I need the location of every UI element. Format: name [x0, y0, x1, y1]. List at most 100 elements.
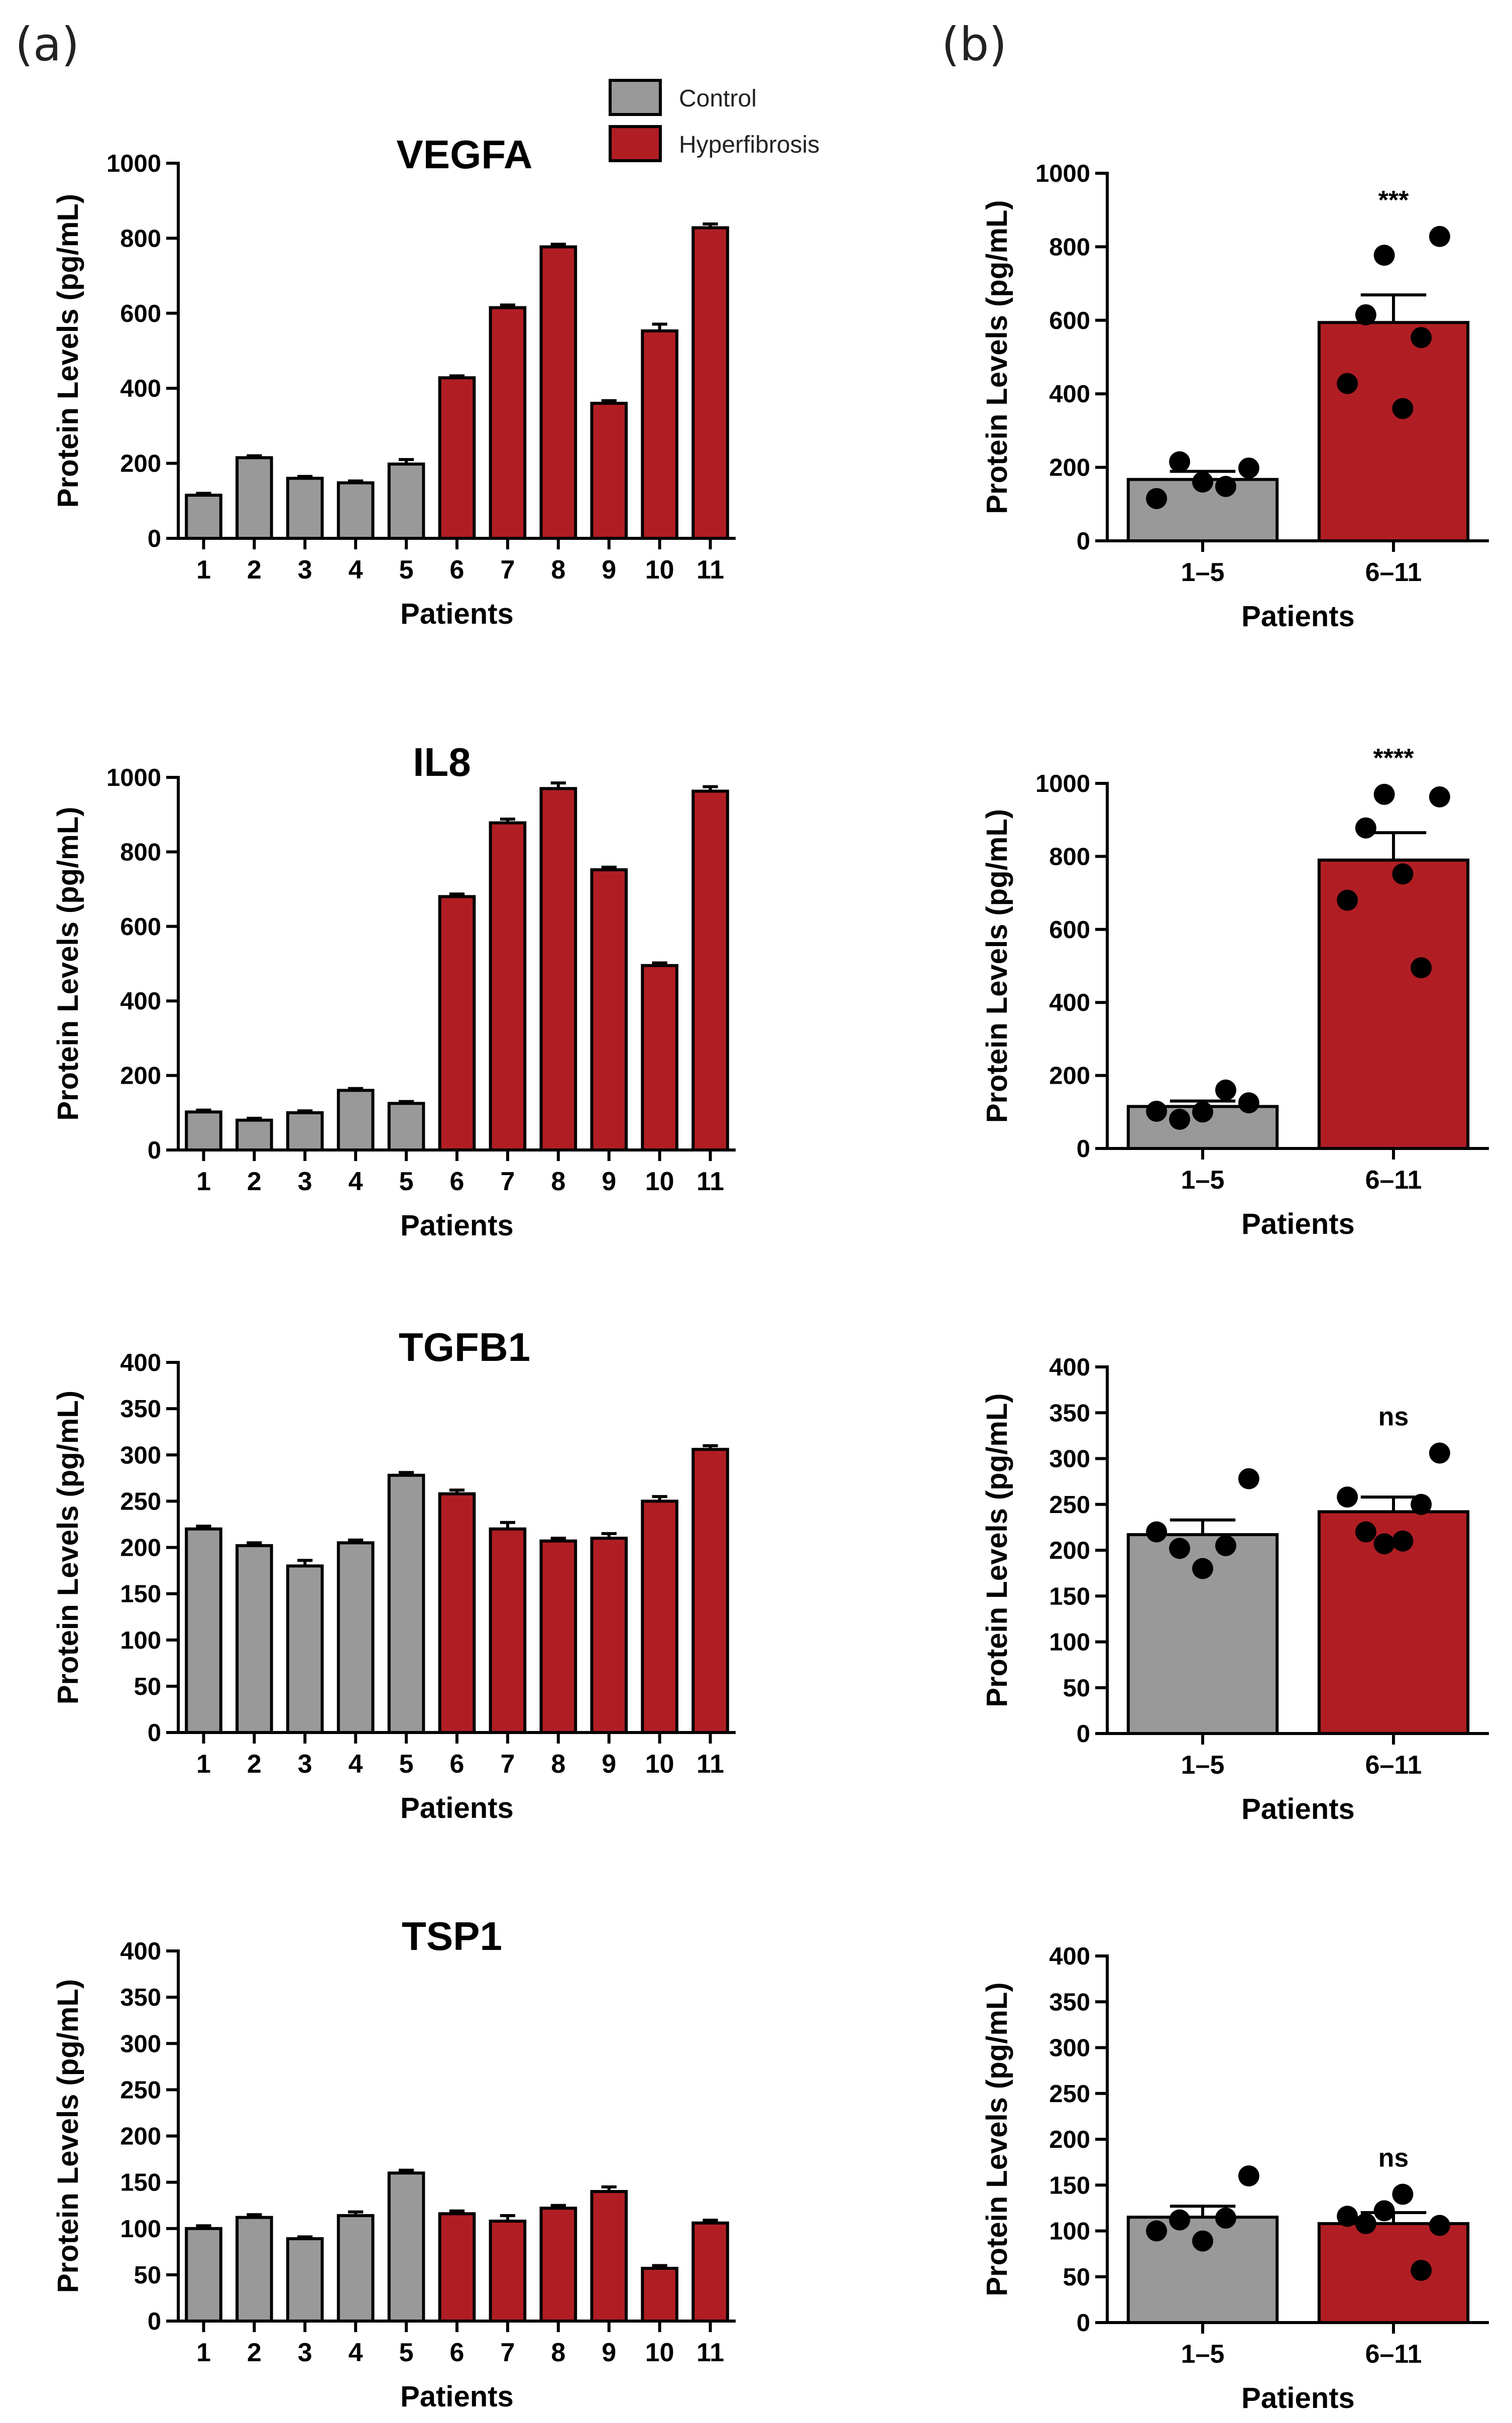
- data-point: [1192, 1101, 1213, 1123]
- bar-control-3: [286, 1111, 324, 1152]
- data-point: [1392, 1530, 1414, 1552]
- data-point: [1215, 1535, 1236, 1556]
- data-point: [1373, 1533, 1395, 1555]
- y-tick-label: 200: [120, 2123, 161, 2150]
- y-tick-label: 400: [120, 375, 161, 402]
- data-point: [1429, 786, 1450, 807]
- x-tick-label: 10: [645, 555, 674, 585]
- y-tick-label: 0: [1077, 1135, 1090, 1163]
- y-axis-label: Protein Levels (pg/mL): [52, 194, 84, 508]
- bar-control-2: [236, 1544, 273, 1734]
- x-tick-label: 5: [399, 555, 414, 585]
- y-tick-label: 200: [1049, 1063, 1090, 1090]
- y-tick-label: 350: [120, 1984, 161, 2011]
- y-tick-label: 350: [1049, 1989, 1090, 2016]
- y-tick-label: 200: [120, 1063, 161, 1090]
- x-tick-label: 11: [696, 555, 724, 585]
- legend-item-control: Control: [609, 79, 757, 116]
- bar-control-1: [185, 1110, 222, 1151]
- y-tick-label: 200: [120, 1535, 161, 1562]
- y-axis-label: Protein Levels (pg/mL): [981, 809, 1013, 1123]
- data-point: [1355, 2213, 1376, 2234]
- y-tick-label: 200: [120, 450, 161, 478]
- data-point: [1192, 1558, 1213, 1579]
- x-tick-label: 1–5: [1181, 1751, 1225, 1780]
- x-tick-label: 8: [551, 1167, 565, 1196]
- bar-hyperfibrosis-9: [590, 1537, 628, 1734]
- x-tick-label: 10: [645, 1167, 674, 1196]
- bar-hyperfibrosis-8: [539, 2207, 577, 2323]
- y-tick-label: 250: [1049, 1491, 1090, 1519]
- x-tick-label: 10: [645, 1750, 674, 1779]
- bar-hyperfibrosis-6: [438, 1492, 476, 1734]
- legend-item-hyperfibrosis: Hyperfibrosis: [609, 125, 820, 162]
- y-tick-label: 800: [1049, 234, 1090, 261]
- y-tick-label: 1000: [106, 150, 161, 177]
- x-tick-label: 3: [298, 1750, 312, 1779]
- x-tick-label: 1: [196, 2338, 211, 2367]
- bar-control-2: [236, 456, 273, 540]
- x-tick-label: 1–5: [1181, 1166, 1225, 1195]
- bar-hyperfibrosis-6: [438, 895, 476, 1151]
- y-tick-label: 200: [1049, 1537, 1090, 1564]
- y-tick-label: 200: [1049, 2126, 1090, 2153]
- y-tick-label: 600: [120, 300, 161, 327]
- y-tick-label: 400: [1049, 1354, 1090, 1381]
- y-tick-label: 150: [1049, 2172, 1090, 2199]
- bar-hyperfibrosis-7: [489, 306, 527, 540]
- x-tick-label: 6–11: [1365, 558, 1422, 587]
- chart-tgfb1-by-group: 0 50 100 150 200 250 300 350 400 Protein Levels (…: [981, 1354, 1489, 1825]
- y-tick-label: 250: [120, 1488, 161, 1515]
- bar-control-3: [286, 1564, 324, 1735]
- x-tick-label: 6: [450, 555, 464, 585]
- bar-hyperfibrosis-8: [539, 245, 577, 540]
- data-point: [1169, 1538, 1191, 1559]
- y-axis-label: Protein Levels (pg/mL): [981, 200, 1013, 514]
- data-point: [1215, 2207, 1236, 2229]
- chart-vegfa-by-patient: VEGFA 0 200 400 600 800 1000 Protein Levels (pg…: [52, 132, 736, 630]
- data-point: [1215, 476, 1236, 497]
- data-point: [1429, 2215, 1450, 2236]
- data-point: [1392, 2183, 1414, 2205]
- bar-hyperfibrosis-9: [590, 402, 628, 540]
- data-point: [1146, 488, 1168, 509]
- x-tick-label: 7: [500, 1167, 515, 1196]
- y-tick-label: 150: [120, 2169, 161, 2197]
- bar-control-1: [185, 1527, 222, 1734]
- y-tick-label: 250: [120, 2076, 161, 2104]
- x-tick-label: 11: [696, 2338, 724, 2367]
- y-axis-label: Protein Levels (pg/mL): [52, 806, 84, 1120]
- y-axis-label: Protein Levels (pg/mL): [52, 1391, 84, 1704]
- data-point: [1392, 398, 1414, 419]
- x-tick-label: 4: [348, 1750, 363, 1779]
- significance-annotation: ns: [1378, 1403, 1409, 1432]
- x-tick-label: 8: [551, 1750, 565, 1779]
- legend-swatch-hyperfibrosis: [609, 125, 662, 162]
- bar-hyperfibrosis-7: [489, 821, 527, 1152]
- y-tick-label: 300: [1049, 1446, 1090, 1473]
- x-tick-label: 9: [602, 2338, 616, 2367]
- data-point: [1238, 1092, 1259, 1114]
- x-tick-label: 4: [348, 555, 363, 585]
- data-point: [1429, 1442, 1450, 1464]
- y-tick-label: 300: [120, 1442, 161, 1469]
- bar-control-3: [286, 477, 324, 540]
- y-tick-label: 400: [1049, 989, 1090, 1016]
- bar-control-2: [236, 2216, 273, 2323]
- data-point: [1238, 1468, 1259, 1489]
- x-tick-label: 5: [399, 1750, 414, 1779]
- legend: Control Hyperfibrosis: [609, 79, 820, 162]
- y-tick-label: 300: [1049, 2035, 1090, 2062]
- y-tick-label: 0: [148, 1719, 161, 1747]
- y-tick-label: 50: [134, 2262, 161, 2289]
- y-tick-label: 100: [120, 1627, 161, 1654]
- bar-hyperfibrosis-8: [539, 787, 577, 1151]
- y-tick-label: 800: [120, 839, 161, 866]
- y-tick-label: 350: [120, 1396, 161, 1423]
- bar-hyperfibrosis-9: [590, 2190, 628, 2323]
- x-tick-label: 6: [450, 2338, 464, 2367]
- x-axis-label: Patients: [400, 598, 514, 630]
- bar-control-3: [286, 2237, 324, 2323]
- bar-control-5: [387, 463, 425, 540]
